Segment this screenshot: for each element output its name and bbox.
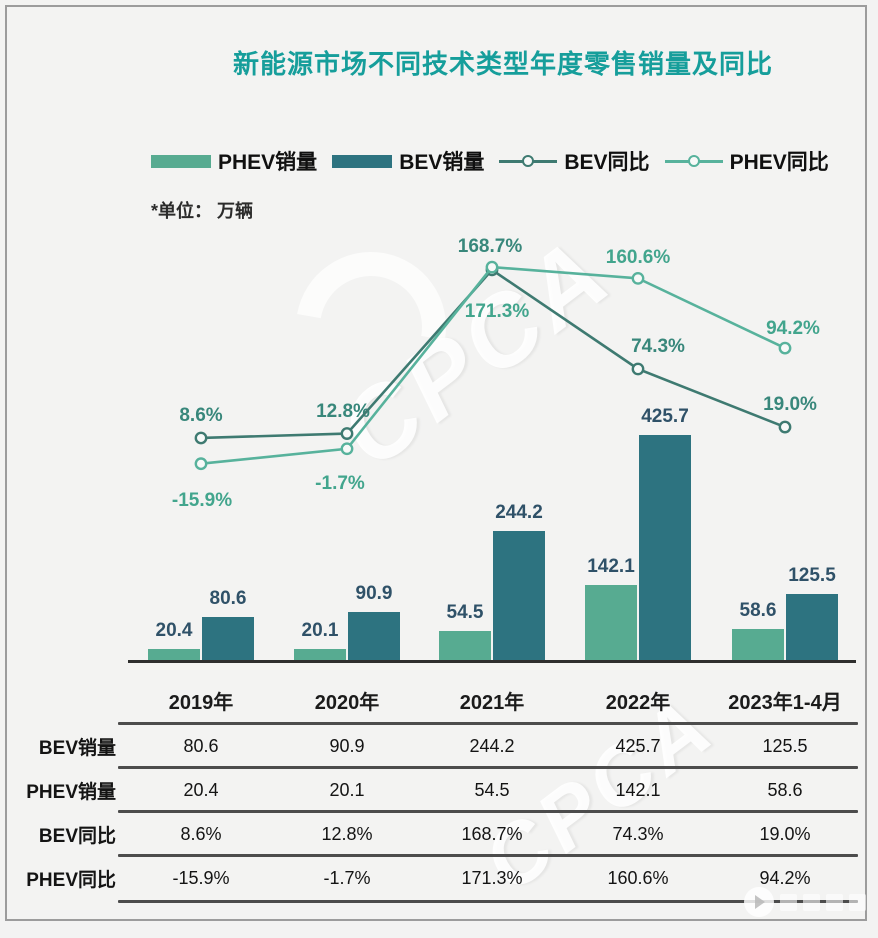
x-axis-label: 2020年	[314, 692, 380, 714]
legend-line-marker-icon	[522, 155, 535, 167]
table-cell: 74.3%	[612, 823, 664, 844]
site-logo-text-block	[780, 893, 797, 911]
legend-bar-swatch	[151, 154, 211, 168]
legend-line-marker-icon	[687, 155, 700, 167]
table-cell: 58.6	[767, 779, 803, 800]
table-separator-line	[118, 854, 858, 857]
site-logo-text-block	[803, 893, 820, 911]
x-axis-label: 2023年1-4月	[728, 692, 842, 714]
table-cell: 20.4	[183, 779, 219, 800]
phev-sales-bar	[732, 629, 784, 660]
table-cell: 160.6%	[607, 867, 669, 888]
table-cell: 90.9	[329, 735, 365, 756]
legend-item-PHEV销量: PHEV销量	[151, 146, 317, 176]
phev-sales-bar	[585, 584, 637, 660]
table-cell: 125.5	[762, 735, 808, 756]
x-axis-label: 2022年	[605, 692, 671, 714]
table-row-label: BEV同比	[38, 825, 116, 847]
unit-note: *单位： 万辆	[151, 201, 254, 221]
bev-bar-value-label: 125.5	[788, 564, 836, 586]
legend-label: BEV销量	[399, 151, 485, 174]
x-axis-line	[128, 660, 856, 663]
phev-sales-bar	[148, 649, 200, 660]
site-logo-icon	[744, 887, 774, 917]
site-logo-text-block	[826, 893, 843, 911]
legend-item-BEV销量: BEV销量	[332, 146, 484, 176]
table-cell: 168.7%	[461, 823, 523, 844]
table-cell: 19.0%	[759, 823, 811, 844]
table-cell: 20.1	[329, 779, 365, 800]
bev-sales-bar	[493, 530, 545, 660]
table-separator-line	[118, 766, 858, 769]
legend-bar-swatch	[332, 154, 393, 168]
phev-bar-value-label: 20.4	[155, 620, 193, 642]
bev-sales-bar	[348, 611, 400, 660]
bev-bar-value-label: 80.6	[209, 588, 247, 610]
phev-sales-bar	[439, 631, 491, 660]
table-cell: 425.7	[615, 735, 661, 756]
page-title: 新能源市场不同技术类型年度零售销量及同比	[232, 49, 773, 79]
bev-bar-value-label: 90.9	[355, 582, 393, 604]
bev-yoy-value-label: 168.7%	[457, 235, 523, 257]
x-axis-label: 2021年	[459, 692, 525, 714]
bev-bar-value-label: 244.2	[495, 501, 543, 523]
phev-bar-value-label: 58.6	[739, 600, 777, 622]
phev-yoy-value-label: -1.7%	[315, 472, 365, 494]
phev-yoy-value-label: 160.6%	[605, 247, 671, 269]
table-cell: -15.9%	[172, 867, 230, 888]
table-row-label: PHEV销量	[26, 781, 116, 803]
legend-item-BEV同比: BEV同比	[499, 146, 650, 176]
site-logo-text-block	[849, 893, 866, 911]
phev-bar-value-label: 54.5	[446, 602, 484, 624]
site-logo-watermark	[744, 884, 866, 920]
table-cell: 171.3%	[461, 867, 523, 888]
phev-bar-value-label: 142.1	[587, 555, 635, 577]
bev-sales-bar	[202, 617, 254, 660]
table-cell: 80.6	[183, 735, 219, 756]
legend-label: PHEV同比	[729, 151, 829, 174]
legend-item-PHEV同比: PHEV同比	[664, 146, 829, 176]
table-row-label: BEV销量	[38, 737, 116, 759]
x-axis-label: 2019年	[168, 692, 234, 714]
table-row-label: PHEV同比	[26, 869, 116, 891]
chart-legend: PHEV销量 BEV销量 BEV同比 PHEV同比	[151, 146, 829, 176]
bev-sales-bar	[639, 435, 691, 660]
table-separator-line	[118, 810, 858, 813]
table-cell: 94.2%	[759, 867, 811, 888]
table-separator-line	[118, 722, 858, 725]
phev-bar-value-label: 20.1	[301, 620, 339, 642]
phev-yoy-value-label: -15.9%	[171, 489, 233, 511]
table-cell: 8.6%	[180, 823, 222, 844]
table-cell: 142.1	[615, 779, 661, 800]
table-cell: 54.5	[474, 779, 510, 800]
legend-label: BEV同比	[564, 151, 650, 174]
legend-label: PHEV销量	[218, 151, 318, 174]
phev-sales-bar	[294, 649, 346, 660]
table-cell: 244.2	[469, 735, 515, 756]
legend-line-swatch	[499, 154, 558, 168]
legend-line-swatch	[664, 154, 723, 168]
bev-sales-bar	[786, 593, 838, 660]
table-separator-line	[118, 900, 858, 903]
table-cell: -1.7%	[323, 867, 371, 888]
table-cell: 12.8%	[321, 823, 373, 844]
